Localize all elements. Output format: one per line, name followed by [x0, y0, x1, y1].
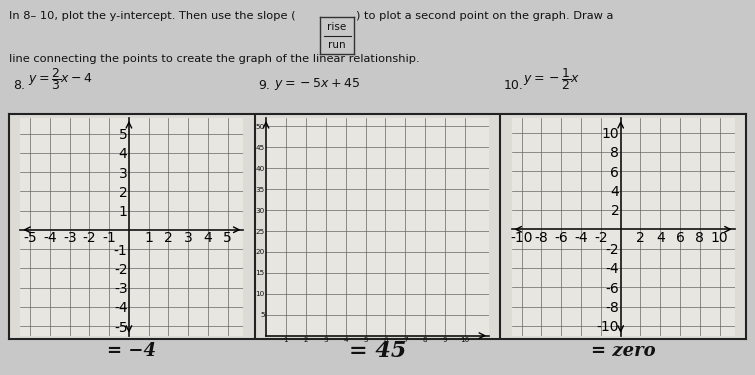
Text: $y = \dfrac{2}{3}x - 4$: $y = \dfrac{2}{3}x - 4$: [28, 66, 92, 92]
Text: $y = -\dfrac{1}{2}x$: $y = -\dfrac{1}{2}x$: [523, 66, 581, 92]
Text: = 45: = 45: [349, 340, 406, 362]
Text: 8.: 8.: [13, 79, 25, 92]
Text: 10.: 10.: [504, 79, 524, 92]
Text: 9.: 9.: [258, 79, 270, 92]
Text: rise: rise: [328, 22, 347, 32]
Text: ) to plot a second point on the graph. Draw a: ) to plot a second point on the graph. D…: [356, 11, 614, 21]
Text: In 8– 10, plot the y-intercept. Then use the slope (: In 8– 10, plot the y-intercept. Then use…: [9, 11, 296, 21]
Text: line connecting the points to create the graph of the linear relationship.: line connecting the points to create the…: [9, 54, 420, 64]
Text: = zero: = zero: [591, 342, 655, 360]
Text: = −4: = −4: [107, 342, 156, 360]
Text: $y = -5x + 45$: $y = -5x + 45$: [273, 76, 359, 92]
Text: run: run: [328, 40, 346, 50]
